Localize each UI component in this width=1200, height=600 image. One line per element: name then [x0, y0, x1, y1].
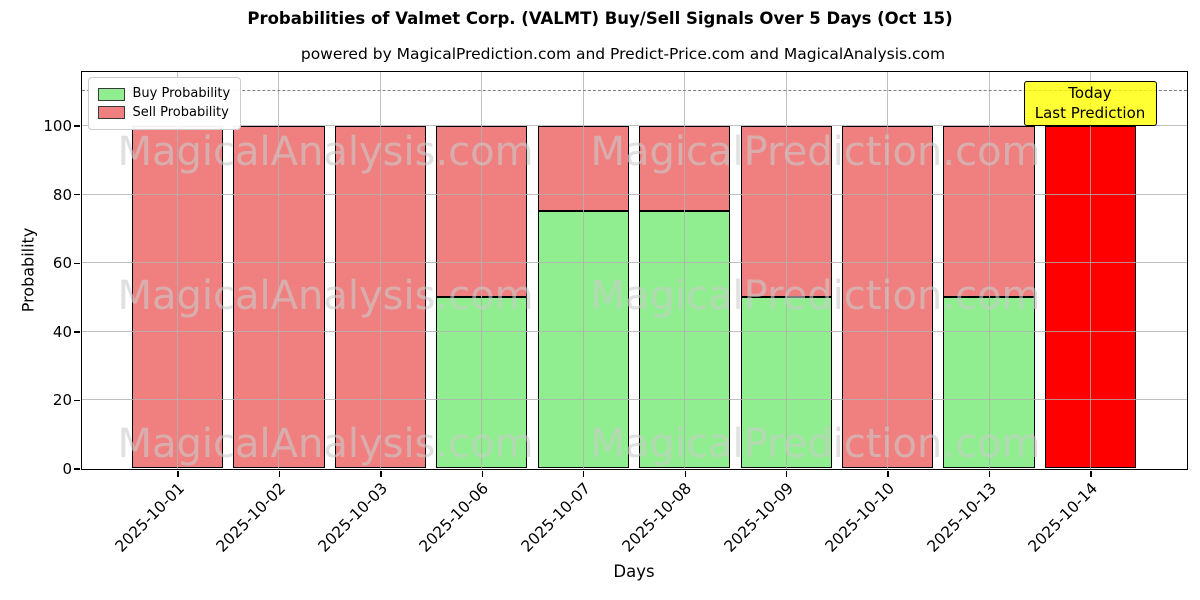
- watermark-text: MagicalAnalysis.com: [117, 272, 534, 319]
- annotation-line-1: Today: [1068, 83, 1112, 102]
- x-tick-label: 2025-10-13: [923, 479, 1000, 556]
- gridline-vertical: [887, 71, 889, 469]
- x-tick-label: 2025-10-02: [212, 479, 290, 556]
- watermark-text: MagicalPrediction.com: [590, 420, 1041, 467]
- y-tick-mark: [74, 331, 80, 333]
- y-tick-mark: [74, 125, 80, 127]
- x-tick-label: 2025-10-10: [821, 479, 899, 556]
- y-tick-label: 80: [52, 185, 72, 204]
- gridline-vertical: [785, 71, 787, 469]
- gridline-vertical: [582, 71, 584, 469]
- gridline-vertical: [1090, 71, 1092, 469]
- dashed-threshold-line: [81, 90, 1187, 92]
- gridline-vertical: [278, 71, 280, 469]
- x-tick-mark: [887, 471, 889, 477]
- x-tick-label: 2025-10-14: [1024, 479, 1102, 556]
- legend: Buy Probability Sell Probability: [87, 76, 242, 130]
- watermark-text: MagicalAnalysis.com: [117, 420, 534, 467]
- gridline-vertical: [379, 71, 381, 469]
- x-tick-mark: [278, 471, 281, 477]
- x-tick-label: 2025-10-08: [618, 479, 696, 556]
- x-tick-label: 2025-10-09: [720, 479, 797, 556]
- chart-title: Probabilities of Valmet Corp. (VALMT) Bu…: [247, 9, 953, 28]
- legend-swatch-buy: [97, 87, 125, 101]
- gridline-horizontal: [81, 262, 1187, 264]
- x-tick-label: 2025-10-06: [415, 479, 493, 556]
- annotation-line-2: Last Prediction: [1034, 103, 1146, 122]
- y-tick-mark: [74, 194, 80, 196]
- gridline-horizontal: [81, 399, 1187, 401]
- legend-item-buy: Buy Probability: [97, 86, 231, 102]
- y-tick-mark: [74, 399, 80, 402]
- x-tick-mark: [481, 471, 483, 477]
- x-tick-mark: [684, 471, 686, 477]
- gridline-vertical: [481, 71, 483, 469]
- legend-item-sell: Sell Probability: [97, 104, 231, 121]
- gridline-vertical: [684, 71, 686, 469]
- x-tick-label: 2025-10-03: [314, 479, 391, 556]
- watermark-text: MagicalAnalysis.com: [117, 128, 534, 175]
- x-tick-mark: [177, 471, 179, 477]
- y-tick-label: 60: [52, 254, 72, 273]
- y-tick-mark: [74, 468, 80, 470]
- x-tick-mark: [1090, 471, 1092, 477]
- x-tick-label: 2025-10-07: [517, 479, 594, 556]
- gridline-horizontal: [81, 330, 1187, 332]
- legend-label-buy: Buy Probability: [132, 86, 231, 101]
- chart-subtitle: powered by MagicalPrediction.com and Pre…: [300, 45, 946, 63]
- y-tick-label: 0: [62, 460, 72, 478]
- legend-label-sell: Sell Probability: [132, 104, 229, 120]
- x-tick-mark: [988, 471, 991, 477]
- y-tick-mark: [74, 262, 80, 264]
- x-tick-mark: [786, 471, 788, 477]
- today-annotation: Today Last Prediction: [1023, 80, 1157, 126]
- y-tick-label: 20: [52, 391, 72, 410]
- x-tick-mark: [583, 471, 585, 477]
- gridline-vertical: [988, 71, 990, 469]
- gridline-vertical: [176, 71, 178, 469]
- gridline-horizontal: [81, 193, 1187, 195]
- watermark-text: MagicalPrediction.com: [590, 272, 1041, 319]
- y-tick-label: 40: [52, 322, 72, 341]
- x-tick-mark: [380, 471, 382, 477]
- watermark-text: MagicalPrediction.com: [590, 128, 1041, 175]
- plot-area: Buy Probability Sell Probability Today L…: [80, 70, 1188, 470]
- x-tick-label: 2025-10-01: [111, 479, 188, 556]
- x-axis-label: Days: [613, 562, 655, 581]
- gridline-horizontal: [81, 125, 1187, 127]
- legend-swatch-sell: [97, 106, 125, 119]
- y-tick-label: 100: [43, 117, 72, 136]
